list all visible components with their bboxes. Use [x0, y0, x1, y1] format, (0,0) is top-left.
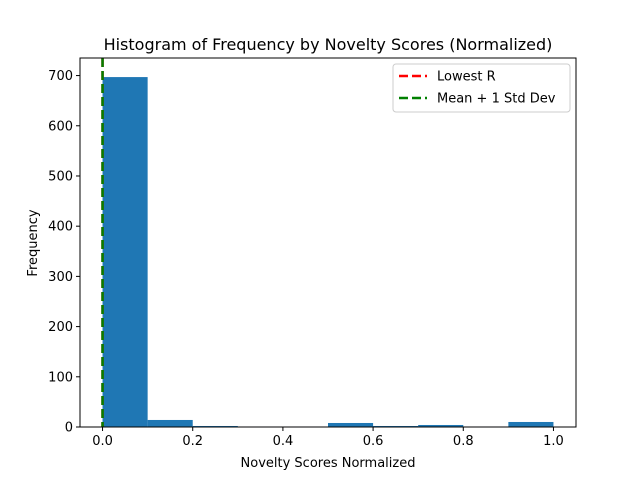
legend-entry-label: Lowest R	[437, 70, 496, 85]
x-tick-label: 0.8	[453, 434, 474, 449]
histogram-bar	[508, 421, 554, 427]
y-tick-label: 0	[65, 421, 73, 436]
legend-entry-label: Mean + 1 Std Dev	[437, 92, 556, 107]
histogram-bar	[147, 419, 193, 427]
x-tick-label: 1.0	[543, 434, 564, 449]
legend-box	[392, 63, 571, 113]
y-axis-label: Frequency	[26, 209, 41, 276]
histogram-bar	[328, 422, 374, 427]
plot-frame	[79, 57, 577, 428]
histogram-bar	[192, 425, 238, 427]
x-tick-label: 0.0	[92, 434, 113, 449]
histogram-bar	[418, 424, 464, 427]
y-tick-label: 600	[48, 119, 73, 134]
x-tick-label: 0.4	[273, 434, 294, 449]
y-axis-ticks: 0 100 200 300 400 500 600 700	[48, 69, 80, 436]
y-tick-label: 700	[48, 69, 73, 84]
y-tick-label: 500	[48, 169, 73, 184]
histogram-bar	[373, 425, 419, 427]
x-axis-ticks: 0.0 0.2 0.4 0.6 0.8 1.0	[92, 427, 564, 449]
histogram-bar	[102, 77, 148, 428]
y-tick-label: 200	[48, 320, 73, 335]
y-tick-label: 400	[48, 220, 73, 235]
x-axis-label: Novelty Scores Normalized	[241, 456, 416, 471]
x-tick-label: 0.2	[182, 434, 203, 449]
y-tick-label: 300	[48, 270, 73, 285]
legend: Lowest R Mean + 1 Std Dev	[392, 63, 571, 113]
x-tick-label: 0.6	[363, 434, 384, 449]
bars-group	[102, 77, 554, 428]
chart-title: Histogram of Frequency by Novelty Scores…	[104, 35, 553, 54]
y-tick-label: 100	[48, 370, 73, 385]
